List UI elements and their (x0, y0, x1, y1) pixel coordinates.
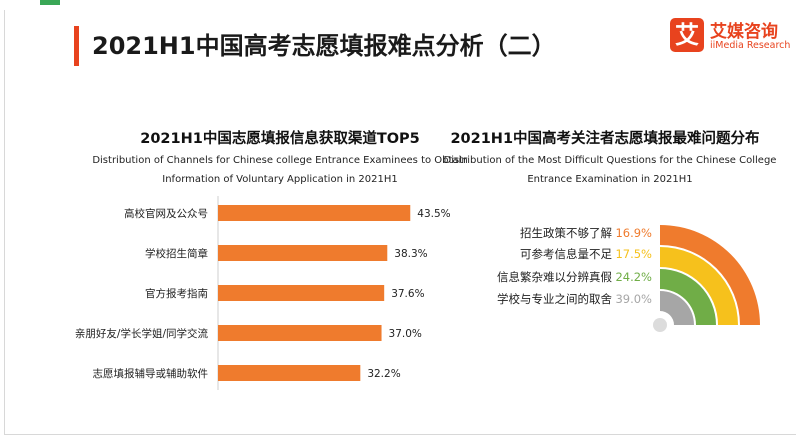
bar-category-label-3: 官方报考指南 (145, 287, 208, 300)
bar-5 (218, 365, 361, 381)
top-tab-marker (40, 0, 60, 5)
ring-band-2 (660, 247, 738, 325)
ring-value-label-3: 24.2% (615, 270, 652, 284)
bar-category-label-1: 高校官网及公众号 (124, 207, 208, 220)
ring-band-3 (660, 269, 716, 325)
bar-category-label-2: 学校招生简章 (145, 247, 208, 260)
frame-bottom-line (4, 434, 796, 435)
bar-1 (218, 205, 411, 221)
right-chart-title: 2021H1中国高考关注者志愿填报最难问题分布 (450, 131, 760, 147)
logo-name-en: iiMedia Research (710, 40, 791, 51)
bar-value-label-5: 32.2% (367, 368, 400, 380)
ring-value-label-2: 17.5% (615, 247, 652, 261)
bar-category-label-4: 亲朋好友/学长学姐/同学交流 (75, 327, 209, 340)
bar-4 (218, 325, 382, 341)
ring-center-dot (653, 318, 667, 332)
ring-category-label-2: 可参考信息量不足 (520, 247, 612, 261)
bar-value-label-4: 37.0% (389, 328, 422, 340)
bar-3 (218, 285, 385, 301)
bar-category-label-5: 志愿填报辅导或辅助软件 (93, 367, 209, 380)
frame-left-line (4, 10, 5, 435)
ring-category-label-3: 信息繁杂难以分辨真假 (497, 270, 612, 284)
ring-band-4 (660, 291, 694, 325)
bar-value-label-2: 38.3% (394, 248, 427, 260)
left-chart-subtitle: Distribution of Channels for Chinese col… (92, 155, 468, 185)
ring-category-label-4: 学校与专业之间的取舍 (497, 292, 612, 306)
title-accent-bar (74, 26, 79, 66)
logo-mark: 艾 (670, 18, 704, 52)
ring-value-label-1: 16.9% (615, 226, 652, 240)
bar-value-label-1: 43.5% (417, 208, 450, 220)
page-title: 2021H1中国高考志愿填报难点分析（二） (92, 32, 556, 60)
ring-category-label-1: 招生政策不够了解 (520, 226, 612, 240)
bar-value-label-3: 37.6% (391, 288, 424, 300)
bar-2 (218, 245, 388, 261)
logo: 艾 艾媒咨询 iiMedia Research (670, 18, 798, 62)
left-chart-title: 2021H1中国志愿填报信息获取渠道TOP5 (140, 131, 420, 147)
logo-name-cn: 艾媒咨询 (710, 22, 778, 42)
right-chart-subtitle: Distribution of the Most Difficult Quest… (443, 155, 777, 185)
ring-value-label-4: 39.0% (615, 292, 652, 306)
ring-band-1 (660, 225, 760, 325)
